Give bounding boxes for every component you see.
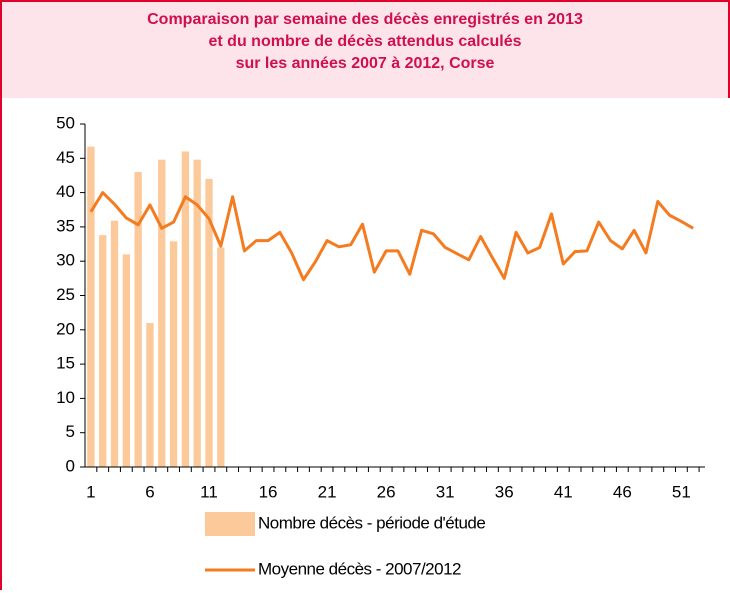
x-tick-label: 31	[436, 482, 455, 501]
y-tick-label: 50	[56, 113, 75, 132]
x-tick-label: 21	[318, 482, 337, 501]
x-tick-label: 36	[495, 482, 514, 501]
x-tick-label: 1	[86, 482, 95, 501]
bar	[181, 151, 190, 467]
legend-label: Moyenne décès - 2007/2012	[258, 559, 461, 578]
bar	[146, 322, 154, 467]
y-tick-label: 0	[66, 456, 75, 475]
y-tick-label: 15	[56, 354, 75, 373]
y-tick-label: 30	[56, 251, 75, 270]
bar	[110, 220, 119, 467]
y-tick-label: 10	[56, 388, 75, 407]
bar	[99, 235, 107, 467]
bar	[158, 159, 166, 467]
line	[89, 191, 694, 282]
x-tick-label: 46	[613, 482, 632, 501]
x-tick-label: 11	[200, 482, 218, 501]
x-tick-label: 16	[259, 482, 278, 501]
y-tick-label: 5	[66, 422, 75, 441]
chart-title: et du nombre de décès attendus calculés	[209, 33, 522, 50]
y-tick-label: 45	[56, 148, 75, 167]
bar	[169, 241, 178, 467]
bar	[217, 247, 225, 467]
chart-title: sur les années 2007 à 2012, Corse	[236, 55, 495, 72]
bar	[205, 178, 213, 467]
chart-title: Comparaison par semaine des décès enregi…	[147, 11, 583, 28]
bar	[193, 159, 201, 467]
title-band	[0, 0, 730, 98]
bar	[134, 172, 142, 467]
legend-label: Nombre décès - période d'étude	[258, 513, 485, 532]
x-tick-label: 6	[145, 482, 154, 501]
bar	[122, 254, 130, 467]
x-tick-label: 41	[554, 482, 573, 501]
y-tick-label: 25	[56, 285, 75, 304]
y-tick-label: 40	[56, 182, 75, 201]
y-tick-label: 35	[56, 216, 75, 235]
x-tick-label: 51	[672, 482, 691, 501]
legend-swatch	[205, 512, 255, 536]
bar	[87, 146, 95, 467]
x-tick-label: 26	[377, 482, 396, 501]
y-tick-label: 20	[56, 319, 75, 338]
